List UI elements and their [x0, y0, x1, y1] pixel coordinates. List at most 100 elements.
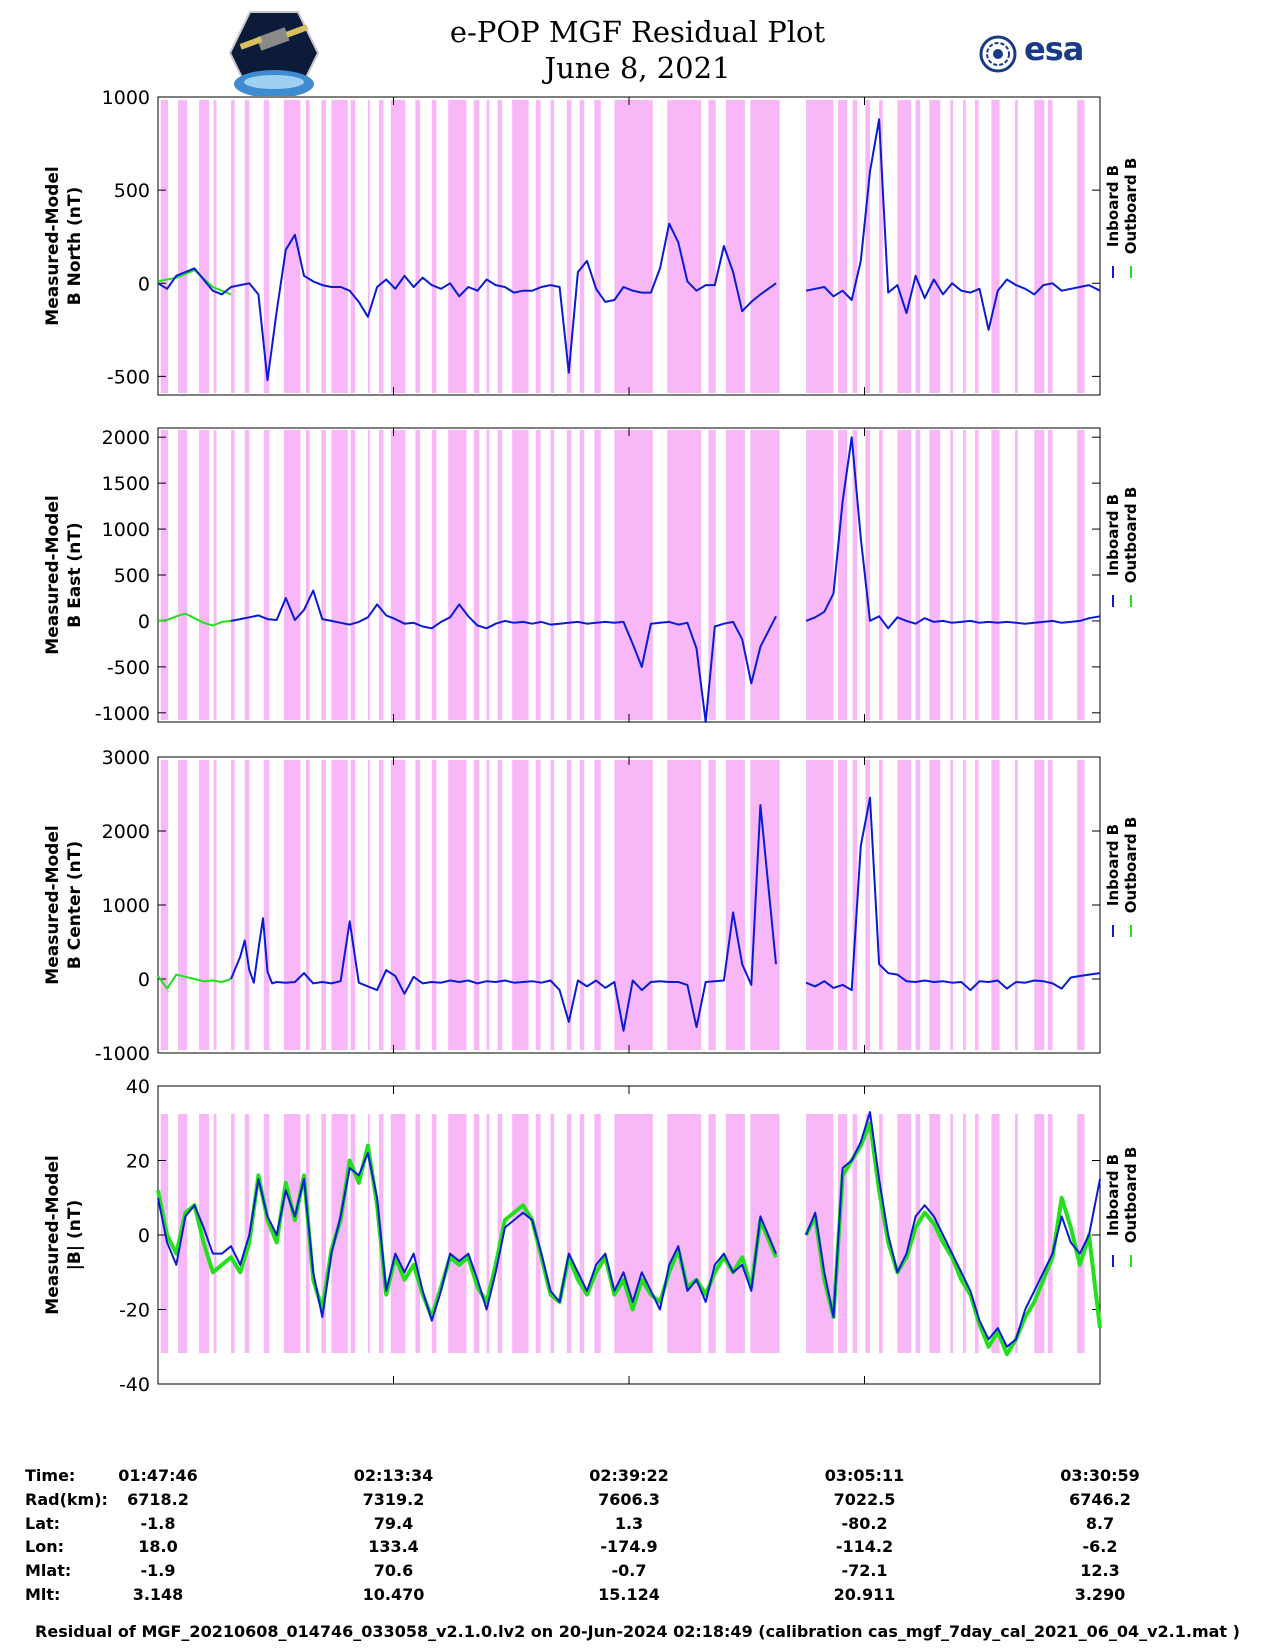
shaded-interval [305, 100, 310, 393]
shaded-interval [283, 430, 301, 720]
shaded-interval [1047, 1114, 1053, 1353]
table-row-label: Time: [25, 1466, 76, 1485]
shaded-interval [350, 100, 356, 393]
shaded-interval [708, 430, 716, 720]
shaded-interval [579, 430, 585, 720]
shaded-interval [865, 430, 870, 720]
shaded-interval [213, 100, 217, 393]
cassiope-patch-logo [228, 11, 320, 96]
shaded-interval [806, 760, 834, 1050]
shaded-interval [497, 100, 503, 393]
shaded-interval [378, 100, 384, 393]
shaded-interval [1077, 100, 1085, 393]
shaded-interval [321, 430, 326, 720]
table-cell: 15.124 [598, 1585, 660, 1604]
shaded-interval [594, 100, 601, 393]
shaded-interval [331, 1114, 348, 1353]
y-axis-label: Measured-Model B Center (nT) [43, 825, 85, 984]
y-tick-label: 1000 [102, 87, 150, 109]
shaded-interval [550, 1114, 555, 1353]
panel-3: -1000 0 1000 2000 3000 Measured-Model B Center… [43, 747, 1140, 1065]
inboard-series [230, 436, 1101, 723]
shaded-interval [579, 760, 585, 1050]
shaded-interval [497, 430, 503, 720]
shaded-interval [213, 1114, 217, 1353]
shaded-interval [512, 430, 529, 720]
shaded-interval [750, 100, 780, 393]
shaded-interval [321, 1114, 326, 1353]
shaded-interval [448, 430, 467, 720]
shaded-interval [415, 430, 420, 720]
y-tick-label: 0 [138, 969, 150, 991]
shaded-interval [486, 100, 490, 393]
shaded-interval [929, 430, 941, 720]
chart-title-line2: June 8, 2021 [544, 51, 731, 85]
shaded-interval [838, 760, 848, 1050]
shaded-interval [263, 760, 270, 1050]
outboard-series [157, 612, 232, 627]
shaded-interval [431, 100, 437, 393]
shaded-interval [497, 1114, 503, 1353]
shaded-interval [806, 1114, 834, 1353]
shaded-interval [473, 760, 480, 1050]
shaded-interval [579, 1114, 585, 1353]
shaded-interval [415, 760, 420, 1050]
shaded-interval [535, 100, 541, 393]
shaded-interval [244, 1114, 250, 1353]
shaded-interval [178, 430, 188, 720]
table-cell: 8.7 [1085, 1513, 1115, 1533]
table-cell: -72.1 [841, 1561, 888, 1581]
table-cell: -80.2 [841, 1513, 888, 1533]
shaded-interval [1015, 100, 1018, 393]
table-cell: 133.4 [368, 1537, 419, 1557]
table-row: Rad(km): 6718.2 7319.2 7606.3 7022.5 6746.2 [0, 1490, 1275, 1514]
shaded-interval [897, 1114, 912, 1353]
shaded-interval [879, 430, 883, 720]
shaded-interval [305, 760, 310, 1050]
y-axis-label: Measured-Model B North (nT) [43, 166, 85, 325]
shaded-interval [566, 760, 572, 1050]
shaded-interval [231, 1114, 235, 1353]
shaded-interval [231, 430, 235, 720]
y-tick-label: -500 [107, 366, 150, 388]
shaded-interval [535, 430, 541, 720]
shaded-interval [178, 760, 188, 1050]
y-tick-label: 0 [138, 611, 150, 633]
shaded-interval [367, 760, 370, 1050]
footer-caption: Residual of MGF_20210608_014746_033058_v… [35, 1622, 1240, 1641]
shaded-interval [550, 760, 555, 1050]
shaded-interval [974, 1114, 979, 1353]
outboard-series [157, 973, 232, 990]
shaded-interval [473, 430, 480, 720]
shaded-interval [852, 430, 858, 720]
shaded-interval [1077, 760, 1085, 1050]
shaded-interval [915, 100, 921, 393]
y-axis-label: Measured-Model |B| (nT) [43, 1155, 85, 1314]
legend-labels: Inboard BOutboard B [1104, 817, 1140, 914]
shaded-interval [708, 760, 716, 1050]
shaded-interval [350, 760, 356, 1050]
shaded-interval [708, 1114, 716, 1353]
y-tick-label: -1000 [95, 703, 150, 725]
table-cell: -1.9 [140, 1561, 176, 1581]
shaded-interval [283, 1114, 301, 1353]
shaded-interval [838, 430, 848, 720]
shaded-interval [244, 760, 250, 1050]
shaded-interval [1034, 430, 1045, 720]
shaded-interval [566, 100, 572, 393]
table-cell: 01:47:46 [118, 1466, 198, 1485]
shaded-interval [535, 1114, 541, 1353]
table-cell: 1.3 [614, 1513, 644, 1533]
table-cell: 02:13:34 [353, 1466, 434, 1485]
shaded-interval [838, 1114, 848, 1353]
table-cell: 20.911 [833, 1585, 896, 1604]
y-tick-label: 1000 [102, 895, 150, 917]
shaded-interval [950, 760, 954, 1050]
y-tick-label: -40 [119, 1374, 150, 1396]
table-cell: 12.3 [1080, 1561, 1120, 1581]
shaded-interval [331, 430, 348, 720]
table-row-label: Mlt: [25, 1585, 61, 1604]
shaded-interval [865, 760, 870, 1050]
shaded-interval [963, 100, 966, 393]
shaded-interval [283, 100, 301, 393]
